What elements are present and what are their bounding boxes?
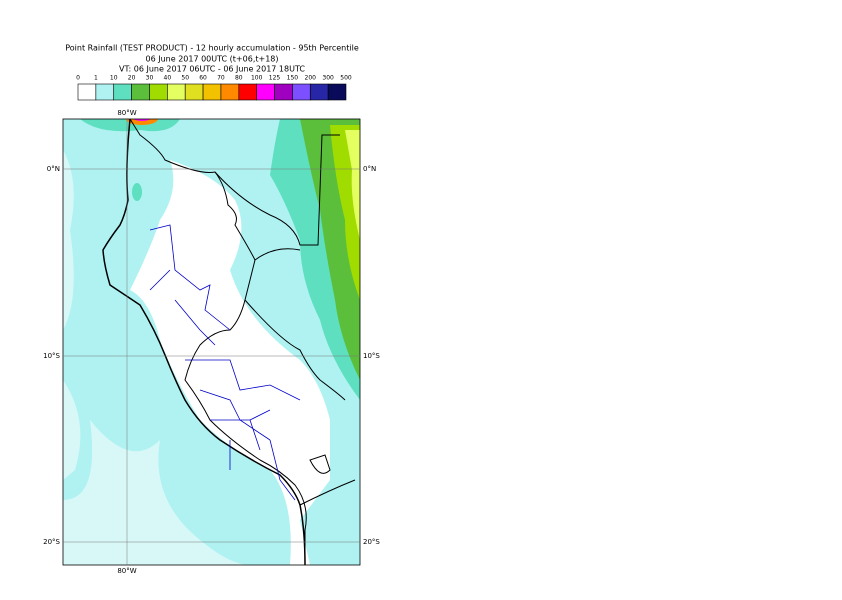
lat-label: 20°S [363, 538, 380, 546]
lon-label: 80°W [117, 567, 136, 575]
map: 80°W 80°W 0°N 0°N 10°S 10°S 20°S 20°S [43, 109, 380, 575]
legend-swatch [238, 83, 257, 101]
legend-swatch [256, 83, 275, 101]
legend-label: 300 [322, 75, 334, 82]
rain-field-magenta [133, 119, 151, 121]
legend-label: 500 [340, 75, 352, 82]
title-block: Point Rainfall (TEST PRODUCT) - 12 hourl… [65, 44, 359, 74]
legend-label: 70 [217, 75, 225, 82]
title-line: 06 June 2017 00UTC (t+06,t+18) [146, 55, 279, 64]
legend-label: 20 [128, 75, 136, 82]
lat-label: 10°S [363, 352, 380, 360]
country-border [214, 134, 356, 506]
rain-field-light [63, 150, 250, 565]
rain-field-teal [132, 183, 142, 201]
dry-land [130, 160, 330, 565]
legend-label: 50 [181, 75, 189, 82]
legend-swatch [149, 83, 168, 101]
legend-swatch [131, 83, 150, 101]
legend-swatch [220, 83, 240, 101]
legend-swatch [309, 83, 329, 101]
legend-label: 125 [269, 75, 281, 82]
legend-label: 40 [164, 75, 172, 82]
legend-swatch [202, 83, 222, 101]
legend-swatch [113, 83, 132, 101]
legend-label: 80 [235, 75, 243, 82]
legend-label: 100 [251, 75, 263, 82]
legend-swatch [274, 83, 293, 101]
legend-swatch [167, 83, 186, 101]
region-border [149, 224, 301, 501]
coastline [102, 119, 306, 565]
legend-swatch [327, 83, 347, 101]
legend-swatch [184, 83, 204, 101]
legend: 0 1 10 20 30 40 50 60 70 80 100 125 150 200 300 500 [76, 75, 352, 101]
rain-field-orange [126, 119, 158, 125]
title-line: VT: 06 June 2017 06UTC - 06 June 2017 18… [119, 65, 305, 74]
legend-label: 30 [146, 75, 154, 82]
lat-label: 20°S [43, 538, 60, 546]
map-frame [62, 118, 361, 566]
title-line: Point Rainfall (TEST PRODUCT) - 12 hourl… [65, 44, 359, 53]
rain-field [255, 260, 314, 340]
legend-label: 60 [199, 75, 207, 82]
legend-label: 200 [305, 75, 317, 82]
legend-swatch [95, 83, 115, 101]
lon-label: 80°W [117, 109, 136, 117]
legend-label: 150 [287, 75, 299, 82]
legend-swatch [77, 83, 97, 101]
legend-label: 1 [94, 75, 98, 82]
legend-label: 0 [76, 75, 80, 82]
legend-label: 10 [110, 75, 118, 82]
lat-label: 0°N [47, 165, 60, 173]
legend-swatch [292, 83, 311, 101]
rain-field-yellow [345, 130, 360, 240]
lat-label: 0°N [363, 165, 376, 173]
lat-label: 10°S [43, 352, 60, 360]
